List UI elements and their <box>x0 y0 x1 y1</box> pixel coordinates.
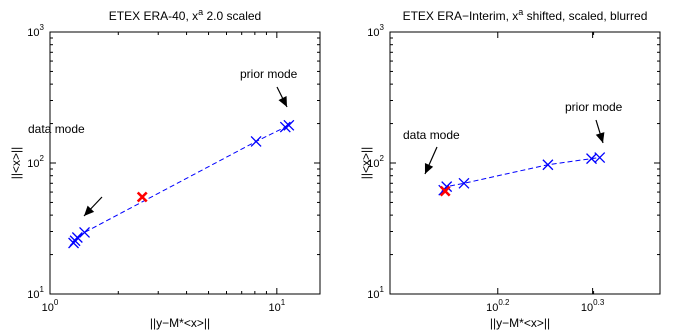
y-axis-label: ||<x>|| <box>359 147 373 179</box>
y-tick-label: 101 <box>27 285 44 301</box>
x-axis-label: ||y−M*<x>|| <box>490 316 550 330</box>
annotation-label: prior mode <box>565 100 623 114</box>
chart-panel-2: 100.2 100.3 101 102 103 ETEX ERA−Interim, xa … <box>359 7 661 330</box>
data-point <box>594 152 606 164</box>
data-point <box>283 119 295 131</box>
y-tick-label: 102 <box>27 154 44 170</box>
minor-ticks <box>50 32 320 294</box>
y-tick-label: 103 <box>27 23 44 39</box>
annotation-label: data mode <box>28 122 85 136</box>
chart-title: ETEX ERA-40, xa 2.0 scaled <box>109 7 261 23</box>
highlight-point <box>439 185 451 197</box>
data-point <box>250 136 262 147</box>
data-point <box>458 177 470 189</box>
arrow-head <box>278 96 287 107</box>
chart-title: ETEX ERA−Interim, xa shifted, scaled, bl… <box>403 7 648 23</box>
arrow-head <box>424 163 434 174</box>
highlight-point <box>136 191 148 203</box>
arrow-head <box>84 205 95 216</box>
x-tick-label: 100.2 <box>486 298 510 314</box>
x-axis-label: ||y−M*<x>|| <box>150 316 210 330</box>
y-tick-label: 101 <box>367 285 384 301</box>
y-axis-label: ||<x>|| <box>9 147 23 179</box>
series-line <box>443 157 600 191</box>
annotation-label: prior mode <box>240 67 298 81</box>
series-line <box>73 124 290 244</box>
y-tick-label: 103 <box>367 23 384 39</box>
data-point <box>279 121 291 133</box>
data-point <box>69 235 81 247</box>
data-point <box>542 159 554 171</box>
x-tick-label: 100 <box>42 298 59 314</box>
data-point <box>79 226 91 238</box>
x-tick-label: 100.3 <box>581 298 605 314</box>
arrow-head <box>595 132 605 143</box>
annotation-label: data mode <box>403 128 460 142</box>
y-tick-label: 102 <box>367 154 384 170</box>
x-tick-label: 101 <box>268 298 285 314</box>
minor-ticks <box>390 32 660 294</box>
data-point <box>71 232 83 243</box>
